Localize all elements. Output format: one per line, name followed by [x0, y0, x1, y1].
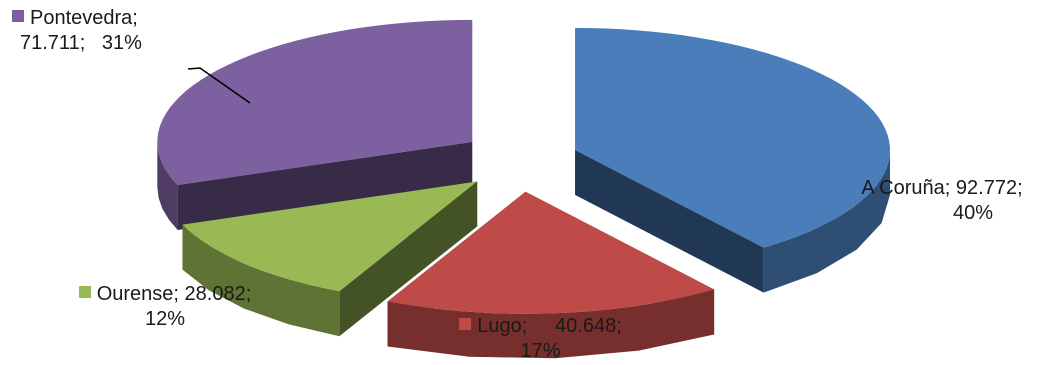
- ourense-swatch: [78, 286, 91, 298]
- label-lugo: Lugo; 40.648; 17%: [418, 314, 663, 364]
- slice-wall-pontevedra-0: [157, 141, 178, 230]
- slice-lugo: [387, 191, 715, 314]
- label-pontevedra: Pontevedra; 71.711; 31%: [12, 6, 212, 56]
- pontevedra-leader-line: [187, 67, 251, 104]
- slice-ourense: [182, 181, 478, 292]
- a-coruna-swatch: [843, 180, 856, 192]
- pontevedra-swatch: [12, 10, 24, 22]
- lugo-swatch: [459, 318, 472, 330]
- slice-a-coru-a: [575, 27, 890, 248]
- slice-wall-lugo-0: [387, 289, 715, 359]
- slice-wall-a-coru-a-0: [763, 149, 890, 293]
- label-a-coruna: A Coruña; 92.772; 40%: [818, 176, 1048, 226]
- slice-wall-ourense-0: [182, 224, 340, 337]
- slice-pontevedra: [157, 19, 473, 186]
- slice-side-a-coru-a-1: [575, 149, 764, 293]
- slice-side-pontevedra-0: [177, 141, 473, 230]
- label-ourense: Ourense; 28.082; 12%: [50, 282, 280, 332]
